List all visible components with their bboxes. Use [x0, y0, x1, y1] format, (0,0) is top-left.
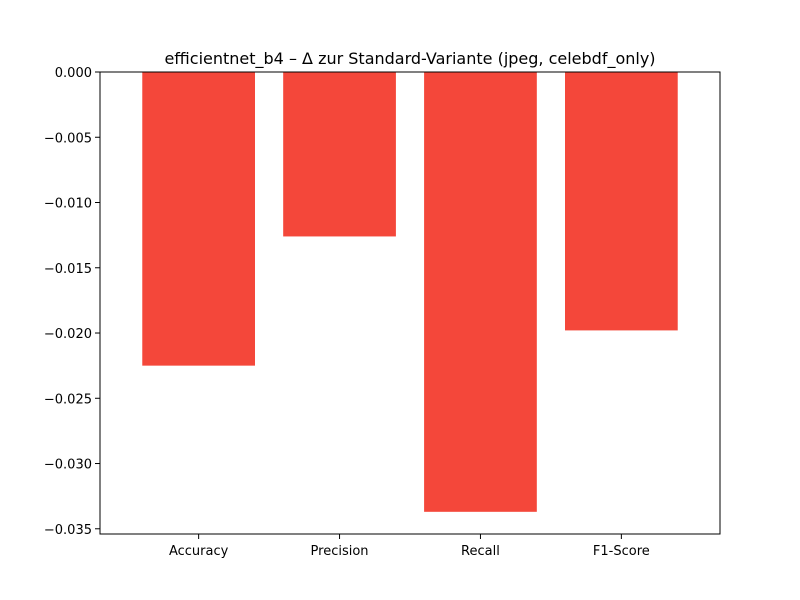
x-tick-label: F1-Score [593, 544, 650, 559]
x-tick-label: Precision [311, 544, 369, 559]
chart-title: efficientnet_b4 – Δ zur Standard-Variant… [164, 49, 655, 69]
y-tick-label: −0.035 [44, 523, 92, 538]
y-tick-label: −0.010 [44, 197, 92, 212]
bar-f1-score [565, 72, 678, 331]
y-tick-label: −0.015 [44, 262, 92, 277]
y-tick-label: −0.020 [44, 327, 92, 342]
y-axis: 0.000 −0.005 −0.010 −0.015 −0.020 −0.025 −0.03… [44, 66, 100, 538]
bar-recall [424, 72, 537, 512]
y-tick-label: −0.025 [44, 392, 92, 407]
x-tick-label: Recall [461, 544, 500, 559]
x-tick-label: Accuracy [169, 544, 229, 559]
x-axis: Accuracy Precision Recall F1-Score [169, 534, 650, 559]
y-tick-label: 0.000 [55, 66, 92, 81]
plot-frame [99, 71, 721, 535]
bar-accuracy [142, 72, 255, 366]
y-tick-label: −0.030 [44, 458, 92, 473]
y-tick-label: −0.005 [44, 131, 92, 146]
bar-precision [283, 72, 396, 237]
bars-group [142, 72, 678, 512]
